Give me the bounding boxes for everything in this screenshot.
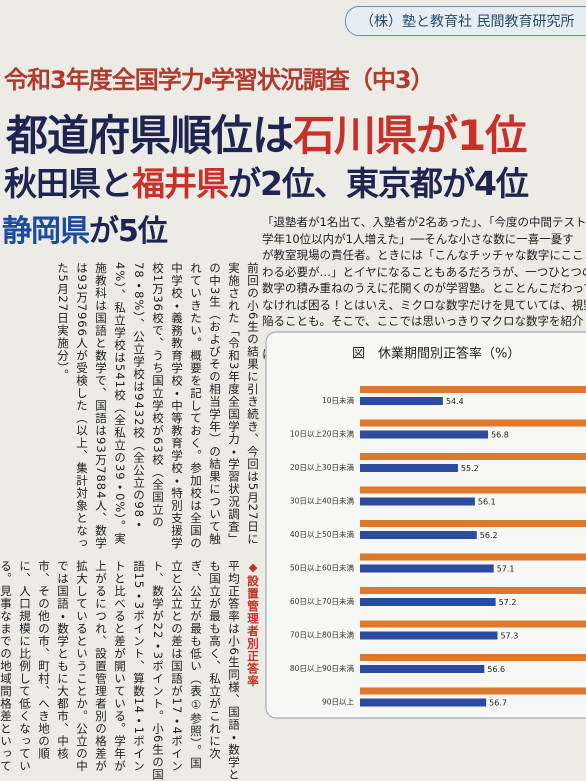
category-label: 10日未満	[322, 395, 355, 405]
comparison-bar	[360, 453, 586, 460]
bar	[360, 531, 477, 539]
comparison-bar	[360, 587, 586, 594]
category-label: 60日以上70日未満	[290, 596, 355, 606]
category-label: 90日以上	[322, 698, 355, 707]
headline-segment: と	[100, 164, 133, 203]
headline-segment: が5位	[89, 214, 168, 249]
bar	[360, 430, 489, 439]
headline-segment: 福井県	[132, 164, 229, 203]
chart-title: 図 休業期間別正答率（%）	[352, 346, 520, 362]
comparison-bar	[360, 620, 586, 628]
comparison-bar	[360, 419, 586, 427]
value-label: 56.7	[489, 699, 507, 708]
category-label: 10日以上20日未満	[290, 429, 355, 439]
bar	[360, 464, 458, 472]
headline-segment: 都道府県順位は	[6, 111, 294, 160]
headline-segment: 石川県が1位	[293, 111, 527, 160]
headline-line: 静岡県が5位	[2, 206, 168, 250]
headline-line: 都道府県順位は石川県が1位	[6, 102, 527, 163]
bar	[360, 397, 443, 405]
headline-line: 令和3年度全国学力・学習状況調査（中3）	[4, 60, 435, 95]
category-label: 40日以上50日未満	[290, 529, 355, 539]
intro-line: 学年10位以内が1人増えた」──そんな小さな数に一喜一憂す	[262, 231, 574, 246]
comparison-bar	[360, 553, 586, 561]
intro-line: 陥ることも。そこで、ここでは思いっきりマクロな数字を紹介し	[262, 314, 586, 328]
headline-segment: が2位、東京都が4位	[228, 164, 529, 203]
value-label: 55.2	[461, 464, 479, 473]
publisher-badge: （株）塾と教育社 民間教育研究所	[345, 6, 586, 36]
value-label: 57.3	[500, 632, 518, 641]
category-label: 50日以上60日未満	[290, 563, 355, 573]
value-label: 56.8	[491, 431, 509, 440]
headline-segment: 令和3年度全国学力・学習状況調査（中3）	[4, 66, 435, 94]
headline-segment: 秋田県	[4, 164, 101, 203]
comparison-bar	[360, 687, 586, 695]
intro-line: わる必要が…」とイヤになることもあるだろうが、一つひとつの小	[262, 264, 586, 279]
comparison-bar	[360, 654, 586, 661]
value-label: 56.6	[487, 665, 505, 674]
category-label: 30日以上40日未満	[290, 496, 355, 506]
bar	[360, 698, 487, 707]
comparison-bar	[360, 386, 586, 393]
intro-line: 数字の積み重ねのうえに花開くのが学習塾。とことんこだわっても	[262, 281, 586, 295]
bar	[360, 497, 475, 506]
chart: 図 休業期間別正答率（%） 10日未満 54.4 10日以上20日未満 56.8 20日…	[265, 331, 586, 719]
section-heading: ◆設置管理者別正答率	[246, 560, 260, 688]
intro-line: 「退塾者が1名出て、入塾者が2名あった」、「今度の中間テストで	[262, 215, 586, 229]
headline-segment: 静岡県	[2, 214, 90, 249]
bar	[360, 598, 496, 606]
value-label: 56.2	[480, 531, 498, 540]
intro-line: なければ困る！とはいえ、ミクロな数字だけを見ていては、視野狭	[262, 297, 586, 312]
category-label: 70日以上80日未満	[290, 630, 355, 640]
value-label: 57.1	[497, 565, 515, 574]
body-text: ◆設置管理者別正答率 平均正答率は小6生同様、国語・数学とも国立が最も高く、私立が…	[0, 560, 262, 781]
bar	[360, 564, 494, 573]
comparison-bar	[360, 486, 586, 494]
comparison-bar	[360, 520, 586, 527]
bar	[360, 665, 485, 673]
body-text: 前回の小6生の結果に引き続き、今回は5月27日に実施された「令和3年度全国学力・…	[56, 262, 260, 550]
category-label: 80日以上90日未満	[290, 663, 355, 673]
bar	[360, 631, 498, 640]
intro-line: が教室現場の責任者。ときには「こんなチッチャな数字にここまでこ	[262, 248, 586, 262]
value-label: 56.1	[478, 498, 496, 507]
category-label: 20日以上30日未満	[290, 462, 355, 472]
headline-line: 秋田県と福井県が2位、東京都が4位	[4, 157, 529, 205]
paragraph: 平均正答率は小6生同様、国語・数学とも国立が最も高く、私立がこれに次ぎ、公立が最…	[0, 560, 241, 781]
value-label: 57.2	[499, 598, 517, 607]
value-label: 54.4	[446, 397, 464, 406]
